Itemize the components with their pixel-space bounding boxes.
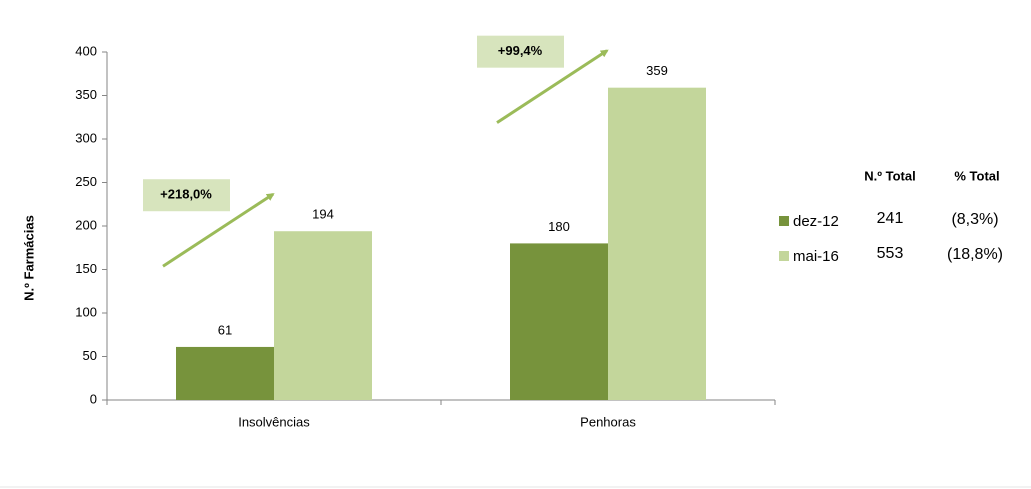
legend-share: (8,3%) — [951, 211, 998, 228]
legend-label: mai-16 — [793, 248, 839, 265]
annotation: +218,0% — [160, 187, 212, 202]
value-label: 194 — [312, 207, 334, 222]
bar — [274, 231, 372, 400]
legend-header: % Total — [954, 168, 999, 183]
annotation-box — [143, 179, 230, 212]
y-tick-label: 100 — [75, 304, 97, 319]
annotation: +99,4% — [498, 43, 543, 58]
y-tick-label: 50 — [83, 348, 97, 363]
y-tick-label: 250 — [75, 174, 97, 189]
x-tick-label: Penhoras — [580, 414, 636, 429]
legend-swatch — [779, 216, 789, 226]
value-label: 359 — [646, 63, 668, 78]
value-label: 180 — [548, 219, 570, 234]
legend-label: dez-12 — [793, 213, 839, 230]
y-tick-label: 0 — [90, 391, 97, 406]
legend-total: 553 — [877, 245, 904, 262]
bar — [510, 243, 608, 400]
x-tick-label: Insolvências — [238, 414, 310, 429]
legend-share: (18,8%) — [947, 246, 1003, 263]
legend-swatch — [779, 251, 789, 261]
y-tick-label: 350 — [75, 87, 97, 102]
y-tick-label: 400 — [75, 43, 97, 58]
y-tick-label: 150 — [75, 261, 97, 276]
annotation-arrow — [162, 192, 275, 268]
bar — [176, 346, 274, 400]
y-tick-label: 200 — [75, 217, 97, 232]
legend-total: 241 — [877, 210, 904, 227]
annotation-arrow — [496, 49, 609, 124]
value-label: 61 — [218, 322, 232, 337]
legend-header: N.º Total — [864, 168, 915, 183]
y-tick-label: 300 — [75, 130, 97, 145]
annotation-box — [477, 35, 564, 68]
bar — [608, 87, 706, 401]
y-axis-label: N.º Farmácias — [21, 215, 36, 301]
